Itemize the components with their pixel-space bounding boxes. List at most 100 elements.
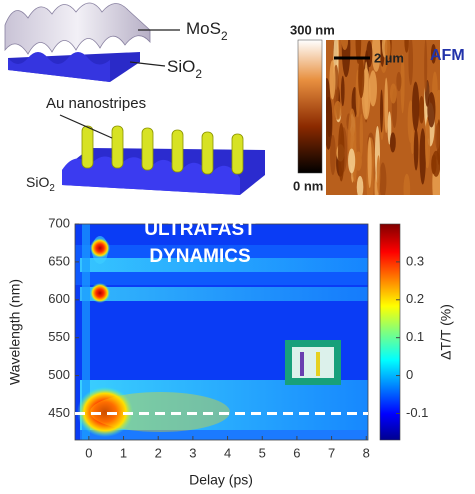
shape — [129, 61, 166, 67]
colorbar-tick-label: -0.1 — [406, 405, 428, 420]
afm-grain — [387, 111, 392, 145]
afm-grain — [418, 96, 425, 124]
x-tick-label: 0 — [85, 445, 92, 460]
afm-grain — [341, 40, 349, 51]
shape — [80, 430, 368, 440]
label: Wavelength (nm) — [7, 279, 23, 385]
shape — [81, 125, 244, 175]
shape — [171, 129, 184, 173]
shape — [75, 224, 368, 440]
y-tick-label: 700 — [48, 215, 70, 230]
afm-grain — [367, 137, 372, 189]
afm-grain — [404, 40, 409, 53]
afm-grain — [358, 57, 365, 99]
x-tick-label: 7 — [328, 445, 335, 460]
label: AFM — [430, 47, 465, 64]
afm-grain — [413, 128, 419, 171]
afm-grain — [371, 40, 381, 72]
colorbar-tick-label: 0.2 — [406, 291, 424, 306]
afm-grain — [389, 132, 396, 153]
afm-grain — [369, 70, 377, 107]
label: MoS — [186, 19, 221, 38]
shape — [90, 238, 110, 258]
afm-grain — [359, 113, 364, 158]
shape — [201, 131, 214, 175]
label: Au nanostripes — [46, 95, 146, 112]
afm-grain — [379, 162, 387, 195]
label: SiO2 — [26, 174, 55, 194]
afm-grain — [427, 92, 436, 128]
afm-grain — [403, 173, 411, 195]
label: 0 nm — [293, 178, 323, 193]
x-tick-label: 4 — [224, 445, 231, 460]
shape — [231, 133, 244, 175]
afm-grain — [384, 77, 389, 134]
afm-grain — [408, 40, 414, 86]
label: SiO — [26, 174, 49, 190]
afm-grain — [396, 71, 402, 92]
colorbar-tick-label: 0 — [406, 367, 413, 382]
shape — [111, 125, 124, 169]
afm-grain — [376, 155, 381, 194]
shape — [379, 223, 401, 441]
label: Delay (ps) — [189, 472, 253, 488]
afm-grain — [366, 40, 373, 68]
label: MoS2 — [186, 19, 228, 43]
shape — [297, 39, 323, 174]
shape — [292, 347, 334, 378]
x-tick-label: 5 — [259, 445, 266, 460]
afm-grain — [380, 89, 384, 133]
x-tick-label: 1 — [120, 445, 127, 460]
x-tick-label: 2 — [155, 445, 162, 460]
shape — [8, 52, 110, 82]
afm-grain — [424, 119, 431, 169]
colorbar-tick-label: 0.1 — [406, 329, 424, 344]
shape — [141, 127, 154, 171]
afm-grain — [412, 81, 420, 132]
label: SiO2 — [167, 57, 202, 81]
label: 2 — [195, 67, 202, 81]
afm-grain — [340, 75, 345, 107]
afm-grain — [330, 134, 336, 176]
shape — [77, 387, 133, 437]
afm-grain — [384, 40, 391, 60]
shape — [81, 125, 94, 169]
shape: MoS2 SiO2 Au nanostripes SiO2 AFM 300 nm… — [7, 19, 465, 487]
shape — [326, 40, 440, 195]
label: SiO — [167, 57, 195, 76]
afm-grain — [400, 53, 405, 114]
y-tick-label: 650 — [48, 253, 70, 268]
shape — [59, 114, 113, 139]
afm-grain — [430, 44, 437, 64]
afm-grain — [356, 175, 364, 195]
shape — [4, 2, 151, 55]
afm-grain — [333, 100, 342, 120]
afm-grain — [424, 40, 428, 93]
label: 300 nm — [290, 22, 335, 37]
colorbar-tick-label: 0.3 — [406, 253, 424, 268]
y-tick-label: 450 — [48, 405, 70, 420]
y-tick-label: 500 — [48, 367, 70, 382]
shape — [90, 283, 110, 303]
x-tick-label: 8 — [363, 445, 370, 460]
shape — [80, 258, 368, 272]
afm-grain — [329, 60, 336, 100]
label: 2 — [221, 29, 228, 43]
label: ΔT/T (%) — [438, 304, 454, 360]
label: 2 — [49, 183, 54, 194]
label: 2 µm — [374, 50, 404, 65]
afm-grain — [435, 123, 440, 150]
label: ULTRAFAST — [144, 219, 256, 240]
x-tick-label: 3 — [189, 445, 196, 460]
afm-grain — [389, 83, 397, 104]
afm-grain — [431, 150, 440, 177]
shape — [82, 224, 90, 440]
afm-grain — [338, 122, 345, 182]
afm-grain — [326, 96, 333, 138]
y-tick-label: 550 — [48, 329, 70, 344]
shape — [62, 156, 240, 195]
y-tick-label: 600 — [48, 291, 70, 306]
shape — [74, 223, 369, 441]
x-tick-label: 6 — [293, 445, 300, 460]
